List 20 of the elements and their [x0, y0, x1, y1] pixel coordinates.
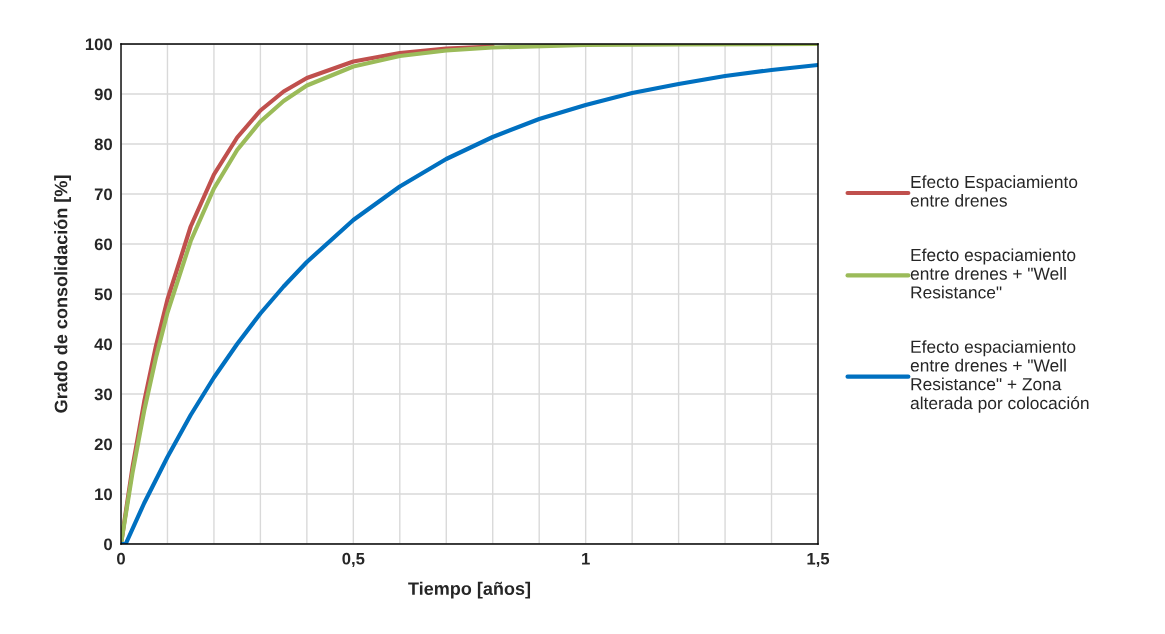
x-axis-title: Tiempo [años] [408, 581, 531, 599]
y-tick-label: 50 [94, 288, 112, 301]
x-tick-label: 1,5 [807, 552, 830, 567]
legend-label: Efecto Espaciamiento entre drenes [910, 175, 1078, 207]
legend-label: Efecto espaciamiento entre drenes + "Well Resistance" [910, 248, 1076, 299]
y-tick-label: 90 [94, 88, 112, 101]
y-tick-label: 10 [95, 488, 112, 501]
y-tick-label: 0 [104, 538, 112, 551]
x-tick-label: 1 [582, 552, 590, 565]
y-tick-label: 100 [85, 38, 112, 51]
legend-label: Efecto espaciamiento entre drenes + "Well Resistance" + Zona alterada por colocación [910, 340, 1089, 413]
y-tick-label: 60 [94, 238, 112, 251]
x-tick-label: 0 [117, 552, 125, 565]
y-tick-label: 30 [94, 388, 112, 401]
y-tick-label: 70 [94, 188, 112, 201]
y-tick-label: 40 [94, 338, 112, 351]
y-tick-label: 20 [94, 438, 112, 451]
x-tick-label: 0,5 [342, 552, 365, 567]
y-axis-title: Grado de consolidación [%] [53, 175, 71, 413]
y-tick-label: 80 [94, 138, 112, 151]
